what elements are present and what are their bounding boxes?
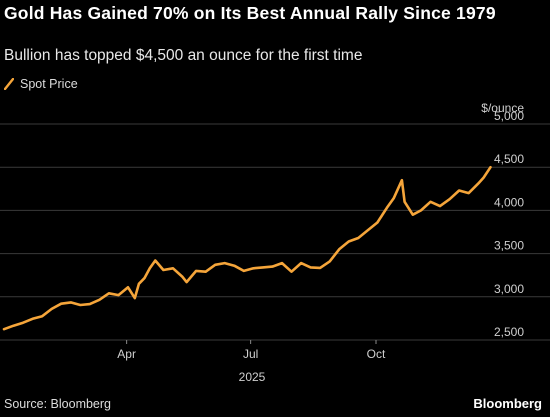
y-tick-label-3500: 3,500 <box>494 239 524 253</box>
y-tick-label-4500: 4,500 <box>494 152 524 166</box>
y-tick-label-2500: 2,500 <box>494 325 524 339</box>
x-tick-label-jul: Jul <box>243 347 258 361</box>
chart-subtitle: Bullion has topped $4,500 an ounce for t… <box>4 47 363 64</box>
chart-plot: $/ounce 2,500 3,000 3,500 4,000 4,500 5,000 A… <box>0 101 550 384</box>
x-tick-label-apr: Apr <box>117 347 136 361</box>
y-unit-label: $/ounce <box>481 101 524 115</box>
y-tick-label-3000: 3,000 <box>494 282 524 296</box>
source-note: Source: Bloomberg <box>4 397 112 411</box>
y-tick-label-5000: 5,000 <box>494 109 524 123</box>
bloomberg-logo: Bloomberg <box>473 396 542 411</box>
x-year-label: 2025 <box>239 370 266 384</box>
x-tick-labels: Apr Jul Oct <box>117 340 386 361</box>
y-tick-labels: 2,500 3,000 3,500 4,000 4,500 5,000 <box>494 109 524 339</box>
grid-lines <box>0 123 550 341</box>
series-line-spot-price <box>2 165 492 331</box>
legend: Spot Price <box>3 77 78 91</box>
legend-label-spot-price: Spot Price <box>20 77 78 91</box>
x-tick-label-oct: Oct <box>367 347 386 361</box>
legend-line-icon <box>3 77 15 91</box>
y-tick-label-4000: 4,000 <box>494 195 524 209</box>
chart-title: Gold Has Gained 70% on Its Best Annual R… <box>4 3 496 23</box>
